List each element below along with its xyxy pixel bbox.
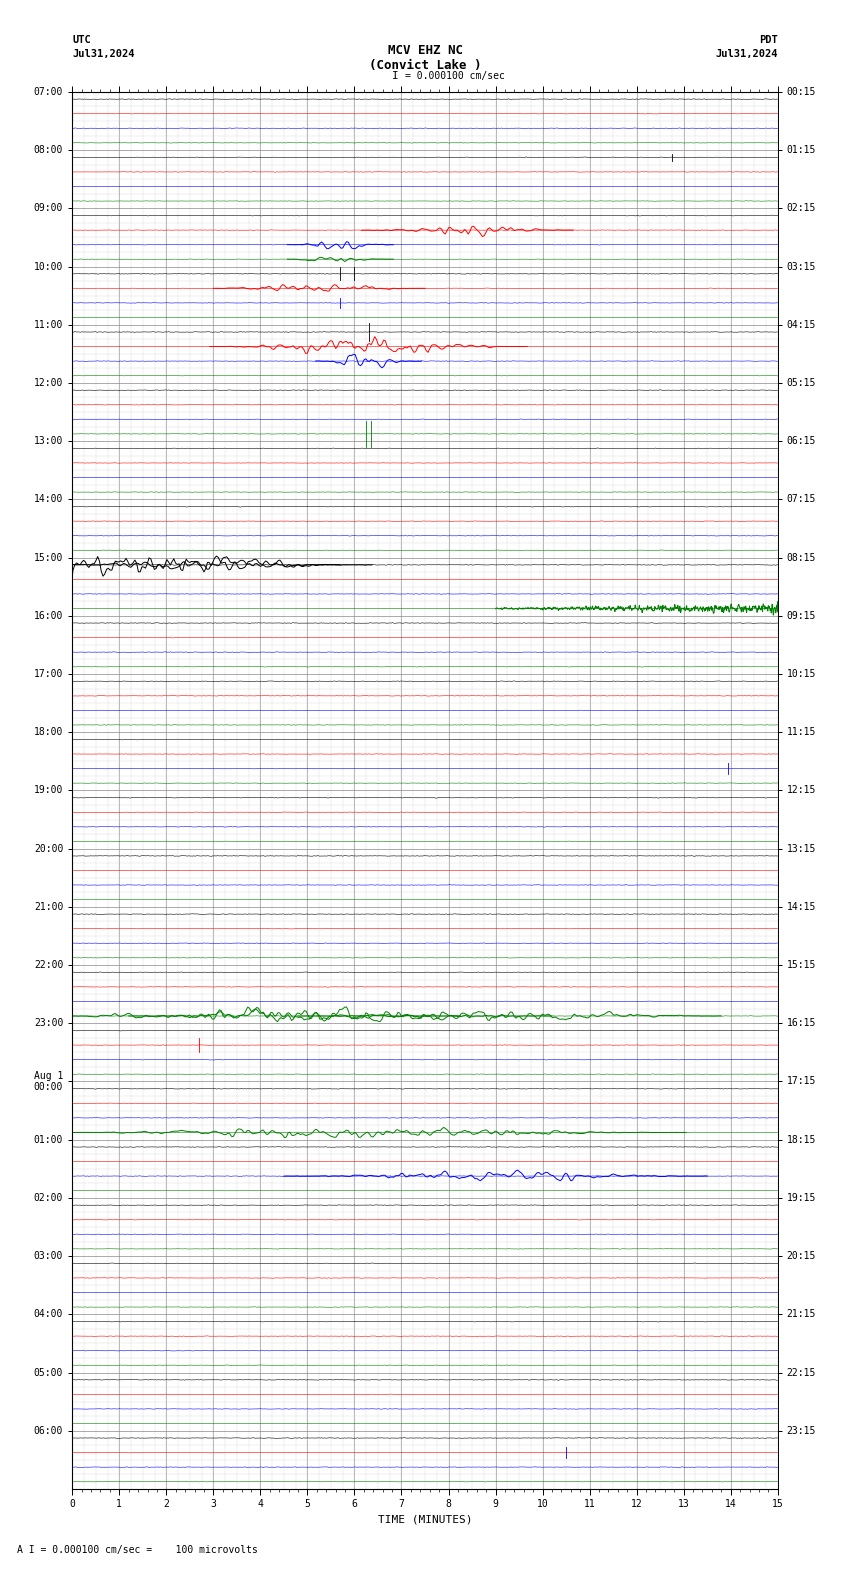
Text: A I = 0.000100 cm/sec =    100 microvolts: A I = 0.000100 cm/sec = 100 microvolts <box>17 1546 258 1555</box>
Text: PDT: PDT <box>759 35 778 44</box>
Text: MCV EHZ NC: MCV EHZ NC <box>388 44 462 57</box>
Text: UTC: UTC <box>72 35 91 44</box>
Text: = 0.000100 cm/sec: = 0.000100 cm/sec <box>405 71 505 81</box>
Text: Jul31,2024: Jul31,2024 <box>715 49 778 59</box>
Text: Jul31,2024: Jul31,2024 <box>72 49 135 59</box>
Text: (Convict Lake ): (Convict Lake ) <box>369 59 481 71</box>
X-axis label: TIME (MINUTES): TIME (MINUTES) <box>377 1514 473 1525</box>
Text: I: I <box>392 71 399 81</box>
